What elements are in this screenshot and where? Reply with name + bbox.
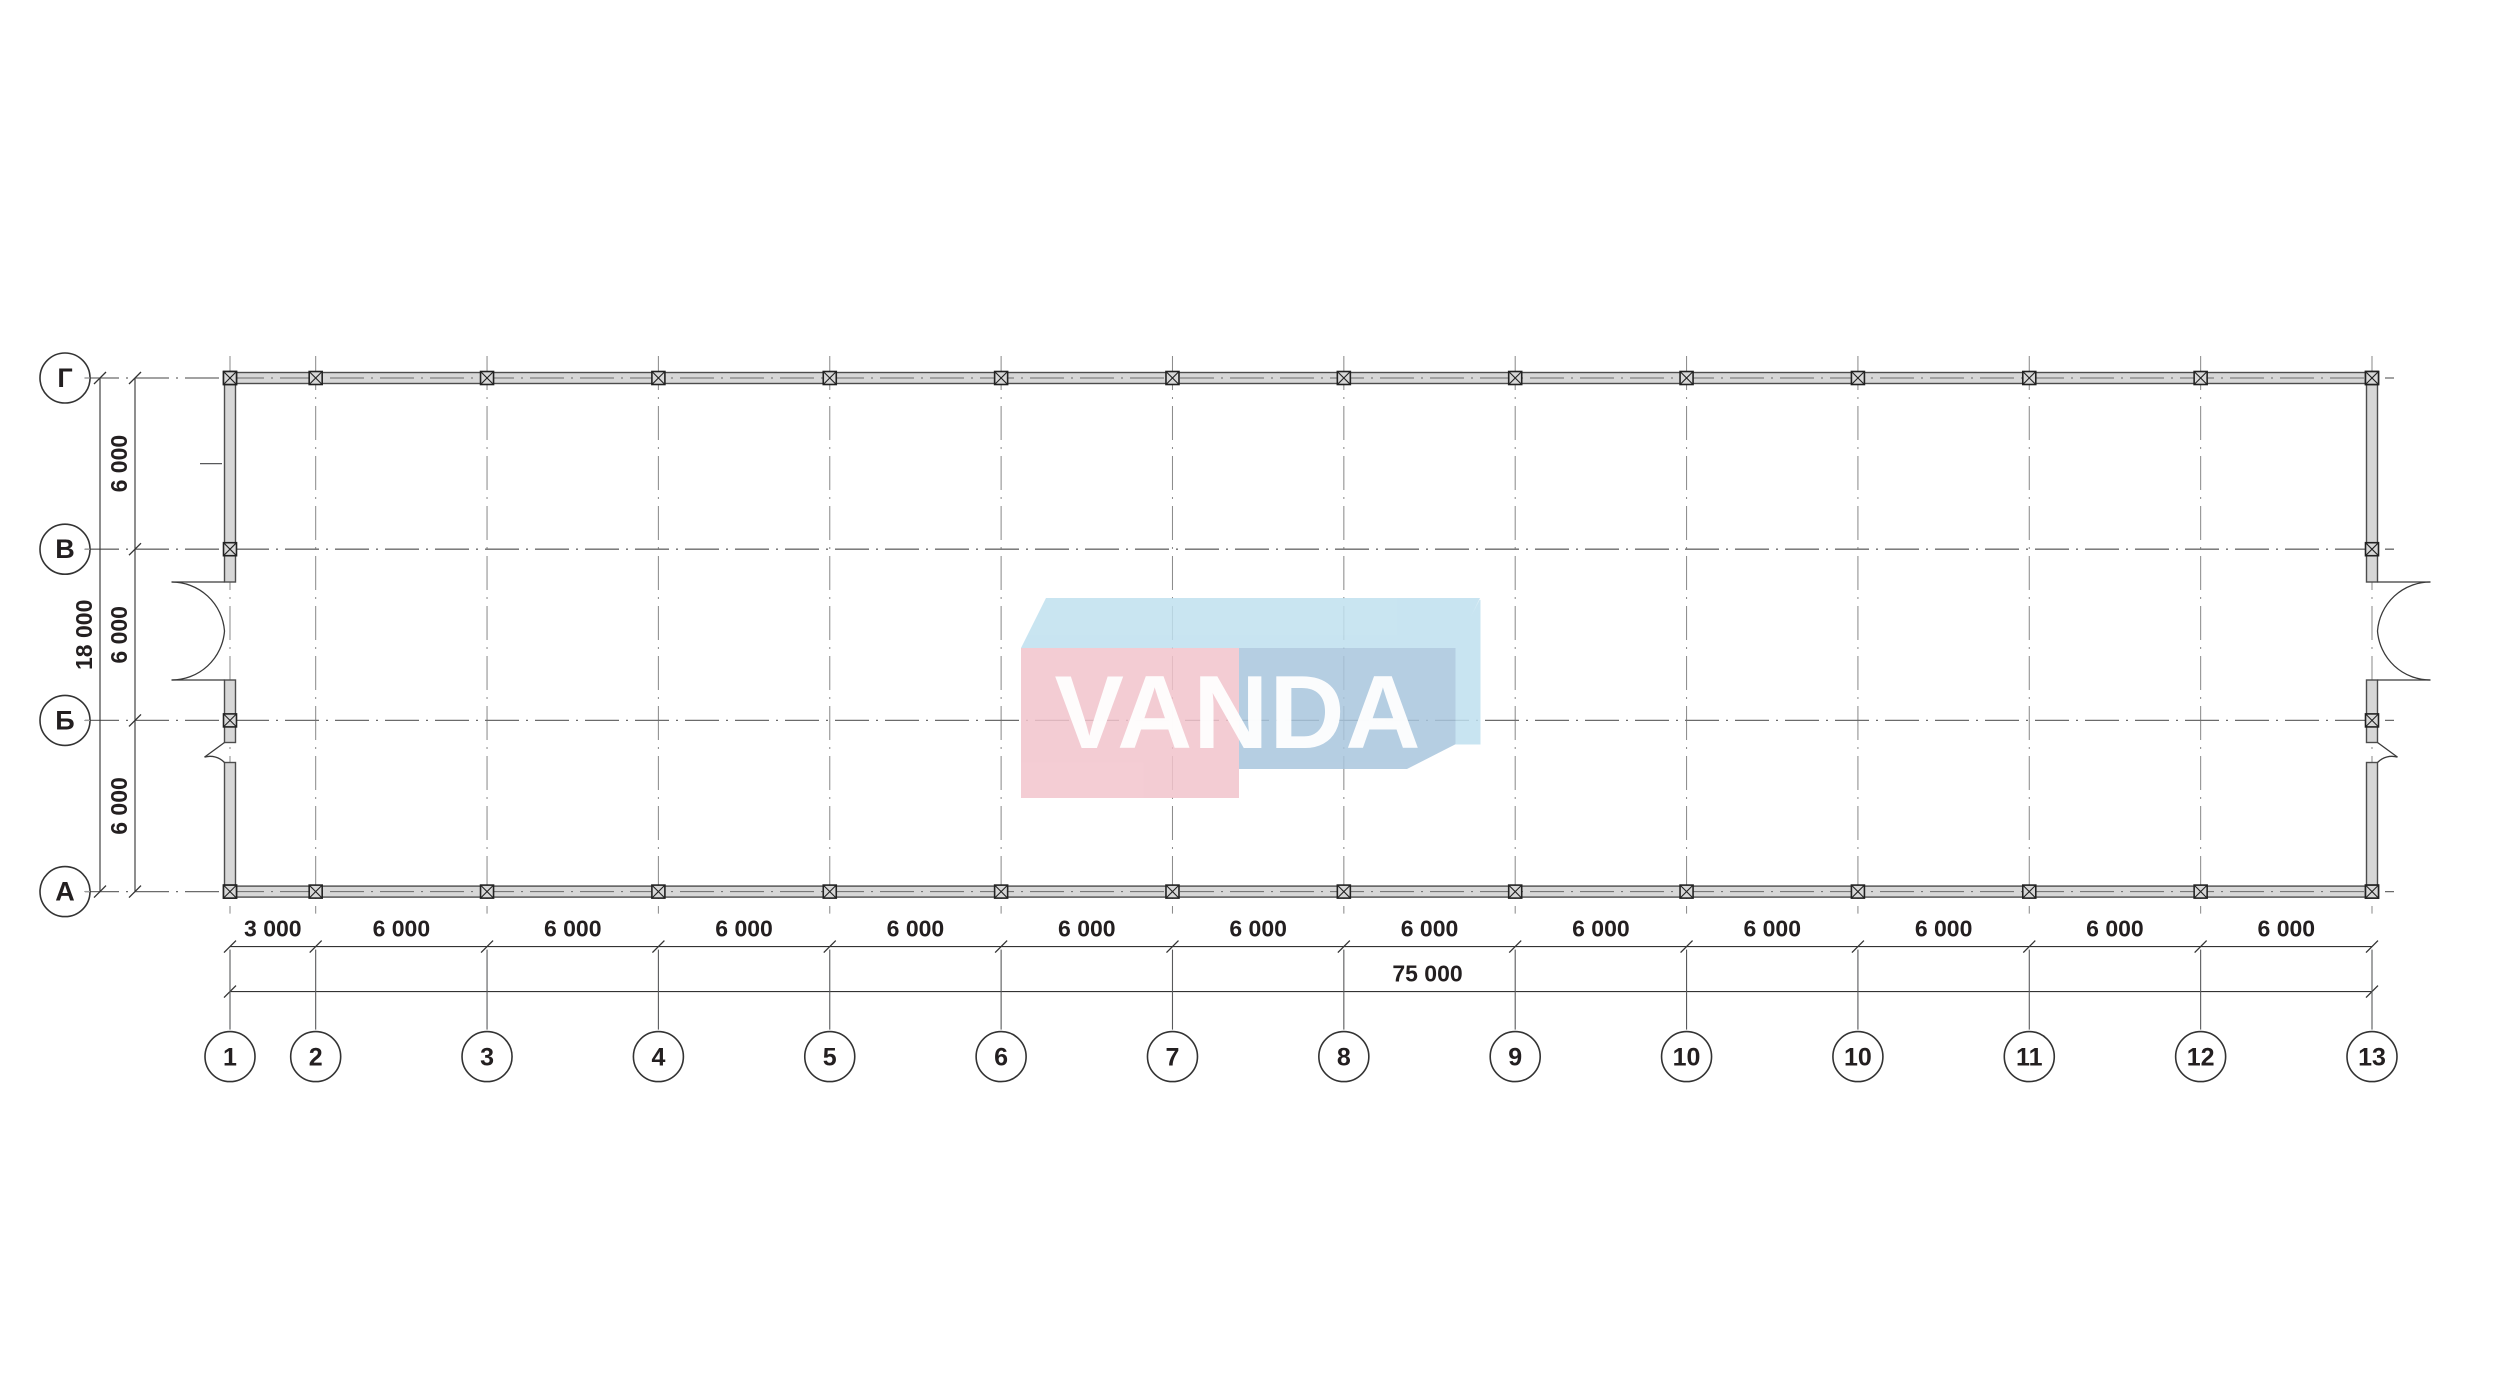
svg-text:8: 8 xyxy=(1337,1044,1351,1072)
svg-text:6 000: 6 000 xyxy=(106,606,132,664)
svg-text:7: 7 xyxy=(1166,1044,1180,1072)
svg-text:VANDA: VANDA xyxy=(1054,655,1421,771)
svg-text:6 000: 6 000 xyxy=(1743,916,1801,942)
svg-text:6 000: 6 000 xyxy=(715,916,773,942)
svg-text:6 000: 6 000 xyxy=(2258,916,2316,942)
svg-text:11: 11 xyxy=(2016,1044,2043,1072)
svg-text:18 000: 18 000 xyxy=(71,600,97,670)
svg-text:4: 4 xyxy=(651,1044,665,1072)
svg-text:12: 12 xyxy=(2187,1044,2215,1072)
svg-text:1: 1 xyxy=(223,1044,237,1072)
svg-text:Б: Б xyxy=(55,705,74,735)
svg-text:6 000: 6 000 xyxy=(544,916,602,942)
svg-text:6 000: 6 000 xyxy=(887,916,945,942)
svg-text:13: 13 xyxy=(2358,1044,2386,1072)
svg-text:6 000: 6 000 xyxy=(106,777,132,835)
svg-text:6 000: 6 000 xyxy=(2086,916,2144,942)
svg-text:6: 6 xyxy=(994,1044,1008,1072)
svg-text:10: 10 xyxy=(1844,1044,1872,1072)
svg-text:3 000: 3 000 xyxy=(244,916,302,942)
svg-text:6 000: 6 000 xyxy=(373,916,431,942)
svg-text:3: 3 xyxy=(480,1044,494,1072)
svg-text:В: В xyxy=(55,534,75,564)
svg-text:5: 5 xyxy=(823,1044,837,1072)
svg-text:2: 2 xyxy=(309,1044,323,1072)
svg-text:6 000: 6 000 xyxy=(1229,916,1287,942)
svg-text:А: А xyxy=(55,877,75,907)
svg-text:6 000: 6 000 xyxy=(106,435,132,493)
svg-text:75 000: 75 000 xyxy=(1392,961,1462,987)
svg-text:6 000: 6 000 xyxy=(1915,916,1973,942)
svg-text:Г: Г xyxy=(57,363,72,393)
svg-text:6 000: 6 000 xyxy=(1058,916,1116,942)
svg-text:6 000: 6 000 xyxy=(1572,916,1630,942)
svg-text:6 000: 6 000 xyxy=(1401,916,1459,942)
svg-text:10: 10 xyxy=(1673,1044,1701,1072)
svg-text:9: 9 xyxy=(1508,1044,1522,1072)
